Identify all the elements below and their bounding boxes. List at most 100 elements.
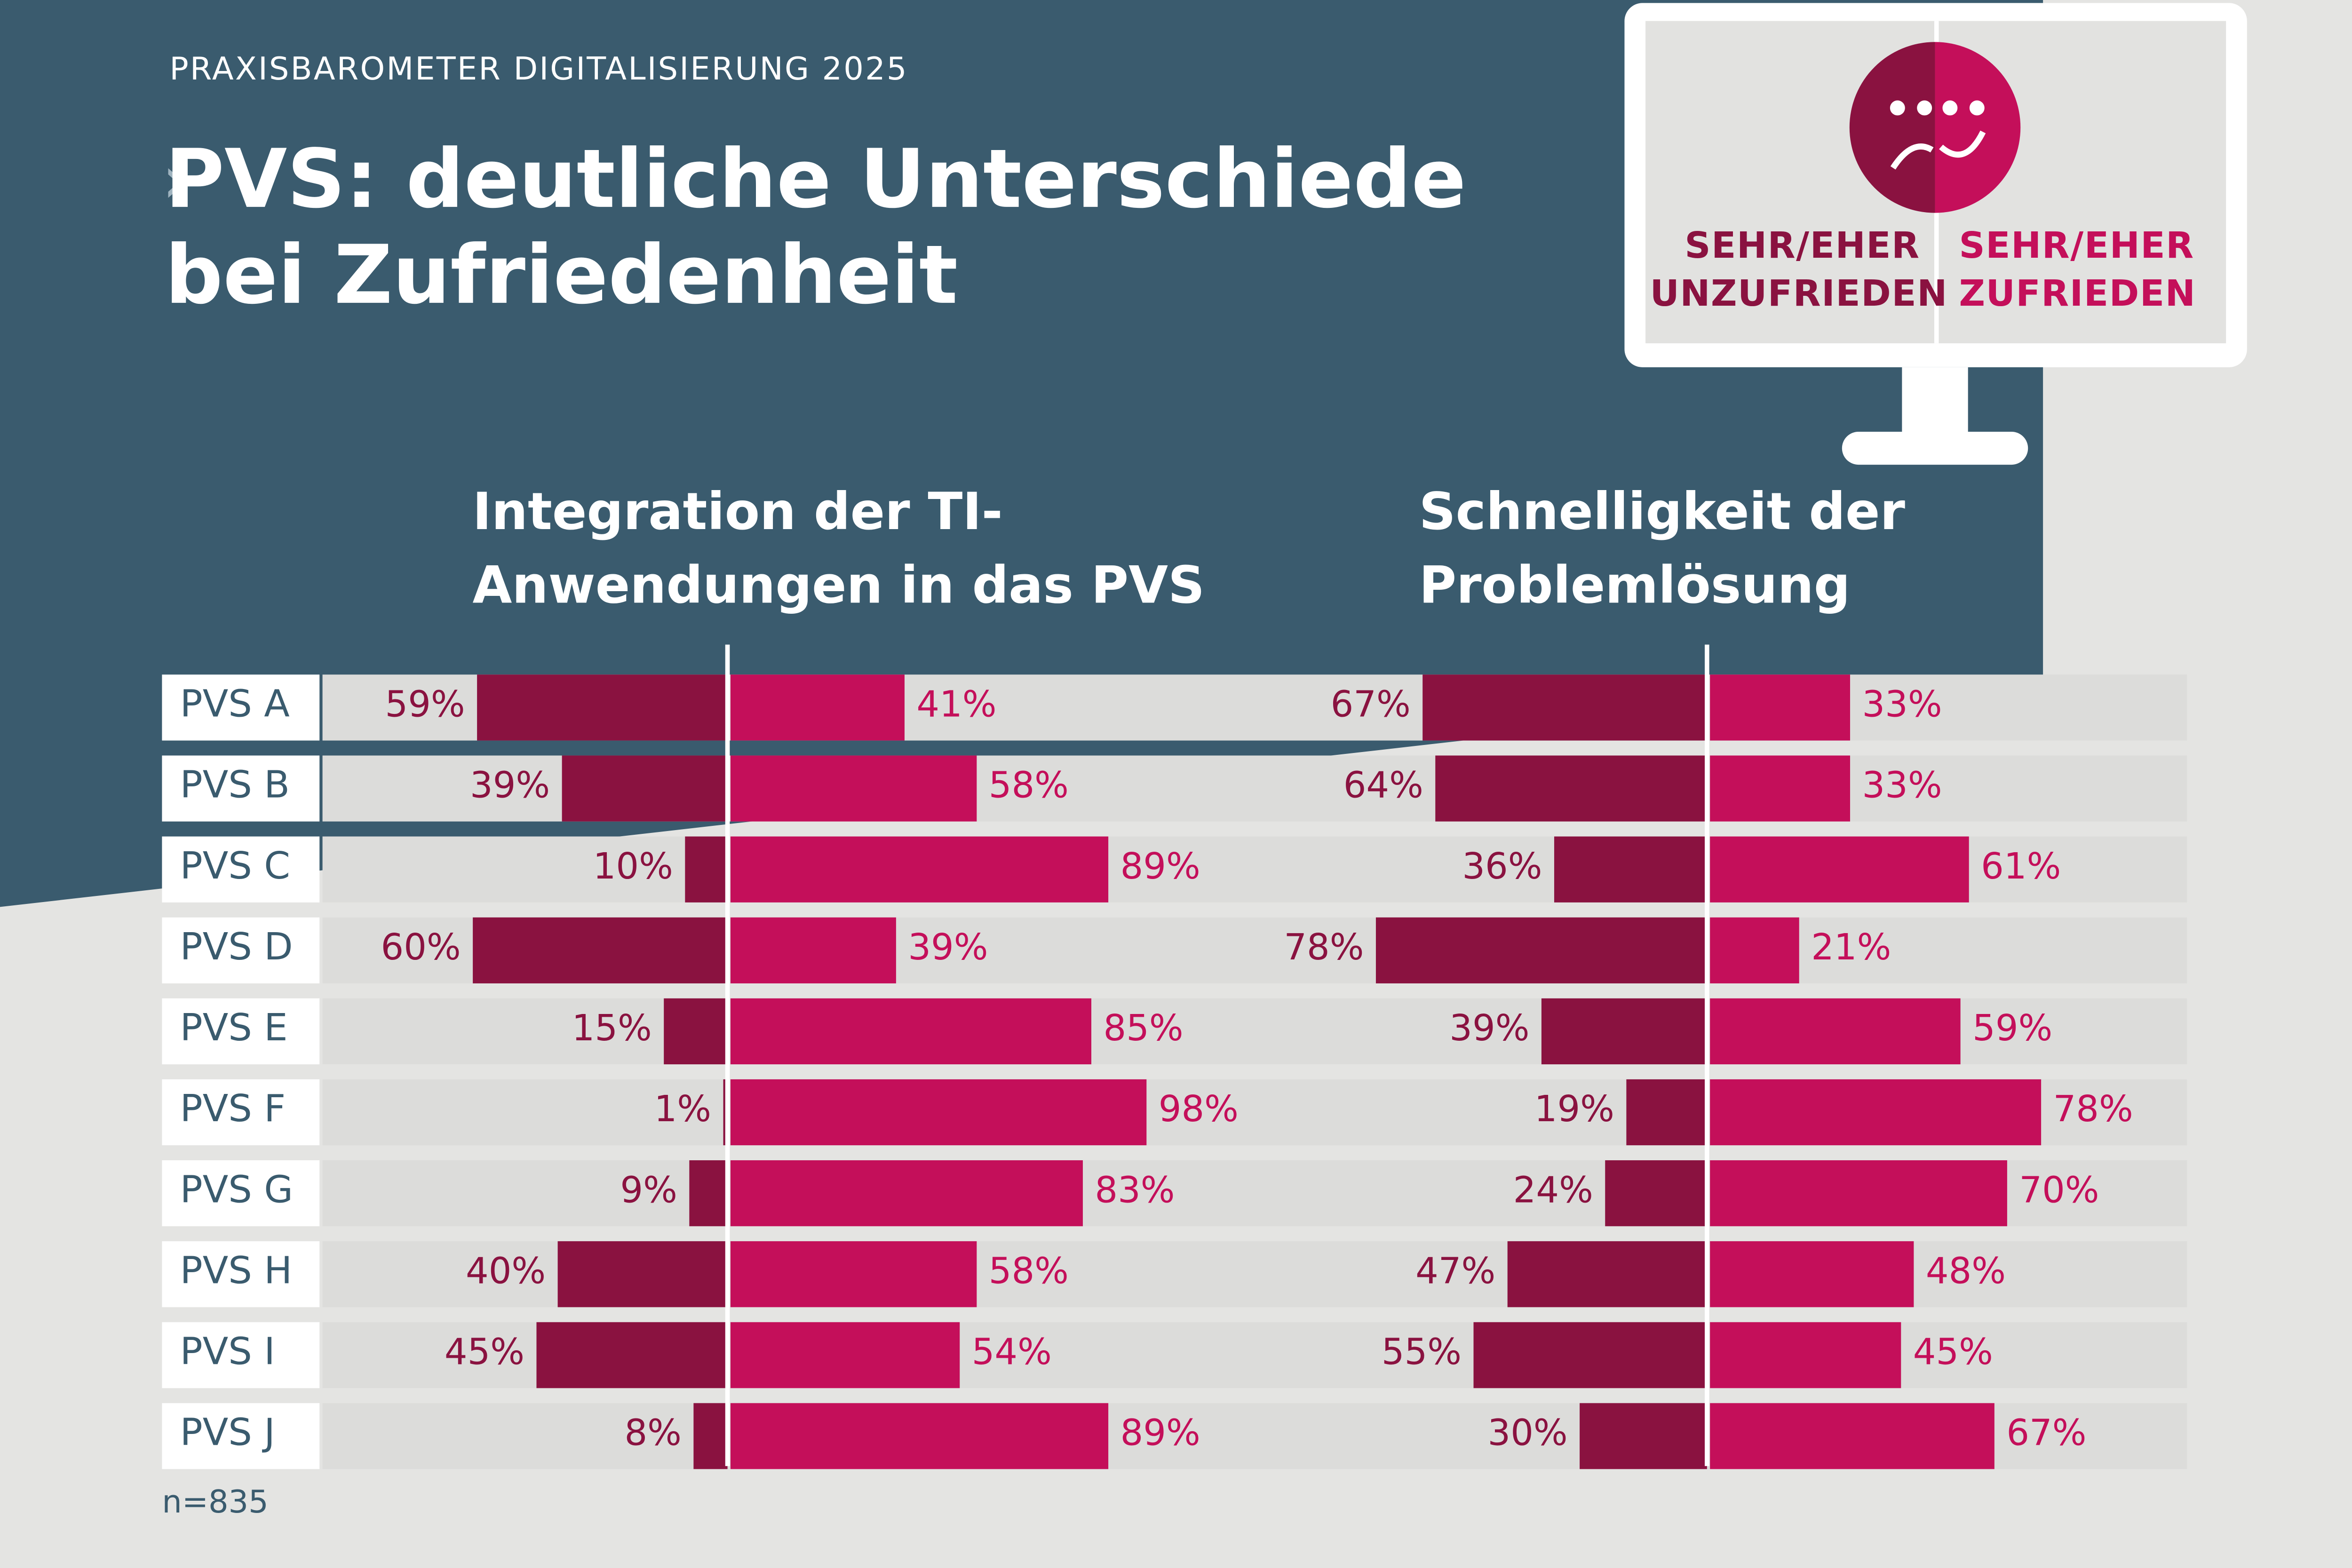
category-label: PVS J [180, 1410, 275, 1454]
category-label: PVS G [180, 1167, 294, 1212]
bar-unsatisfied [1554, 836, 1707, 903]
value-label: 15% [572, 1007, 652, 1050]
value-label: 58% [988, 764, 1069, 807]
bar-satisfied [1710, 1160, 2007, 1227]
bar-unsatisfied [689, 1160, 728, 1227]
value-label: 19% [1534, 1088, 1614, 1131]
bar-satisfied [730, 1322, 960, 1388]
category-cell [162, 674, 320, 741]
bar-satisfied [730, 836, 1109, 903]
value-label: 21% [1811, 926, 1891, 969]
bar-satisfied [730, 1241, 977, 1307]
value-label: 1% [654, 1088, 712, 1131]
bar-satisfied [1710, 674, 1851, 741]
bar-satisfied [730, 755, 977, 822]
value-label: 39% [470, 764, 550, 807]
bar-unsatisfied [1435, 755, 1707, 822]
category-cell [162, 836, 320, 903]
value-label: 58% [988, 1250, 1069, 1292]
category-cell [162, 1160, 320, 1227]
supertitle: PRAXISBAROMETER DIGITALISIERUNG 2025 [169, 51, 908, 87]
bar-satisfied [730, 1079, 1147, 1146]
bar-unsatisfied [557, 1241, 728, 1307]
category-cell [162, 755, 320, 822]
value-label: 67% [1330, 683, 1411, 726]
category-cell [162, 917, 320, 983]
bar-unsatisfied [477, 674, 728, 741]
value-label: 10% [593, 845, 673, 887]
bar-satisfied [730, 998, 1091, 1065]
bar-satisfied [730, 1403, 1109, 1469]
value-label: 54% [971, 1331, 1052, 1373]
category-label: PVS F [180, 1086, 286, 1131]
value-label: 64% [1343, 764, 1423, 807]
panel-title: Integration der TI-Anwendungen in das PV… [472, 483, 1205, 617]
value-label: 47% [1415, 1250, 1496, 1292]
bar-unsatisfied [1375, 917, 1707, 983]
category-label: PVS A [180, 682, 290, 726]
bar-satisfied [1710, 917, 1799, 983]
category-label: PVS B [180, 763, 290, 807]
bar-unsatisfied [562, 755, 728, 822]
value-label: 78% [1284, 926, 1364, 969]
bar-unsatisfied [685, 836, 728, 903]
bar-unsatisfied [1605, 1160, 1707, 1227]
panel-title: Schnelligkeit der Problemlösung [1419, 483, 1906, 617]
value-label: 30% [1487, 1412, 1568, 1454]
category-cell [162, 1079, 320, 1146]
category-label: PVS E [180, 1006, 288, 1050]
value-label: 70% [2019, 1169, 2099, 1212]
value-label: 33% [1862, 764, 1942, 807]
bar-unsatisfied [1422, 674, 1707, 741]
category-label: PVS D [180, 925, 293, 969]
bar-satisfied [1710, 1403, 1994, 1469]
bar-unsatisfied [1507, 1241, 1707, 1307]
value-label: 39% [908, 926, 988, 969]
value-label: 40% [466, 1250, 546, 1292]
bar-unsatisfied [693, 1403, 728, 1469]
category-cell [162, 998, 320, 1065]
category-label: PVS H [180, 1249, 293, 1292]
bar-satisfied [730, 674, 905, 741]
category-cell [162, 1403, 320, 1469]
value-label: 83% [1095, 1169, 1175, 1212]
value-label: 60% [381, 926, 461, 969]
bar-unsatisfied [1580, 1403, 1707, 1469]
bar-satisfied [1710, 1241, 1914, 1307]
category-label: PVS I [180, 1330, 275, 1373]
bar-unsatisfied [1626, 1079, 1707, 1146]
bar-satisfied [1710, 836, 1969, 903]
value-label: 85% [1103, 1007, 1184, 1050]
monitor-icon [1624, 3, 2247, 465]
value-label: 48% [1925, 1250, 2006, 1292]
bar-unsatisfied [536, 1322, 728, 1388]
bar-unsatisfied [1541, 998, 1707, 1065]
value-label: 67% [2006, 1412, 2087, 1454]
value-label: 39% [1449, 1007, 1530, 1050]
category-label: PVS C [180, 844, 290, 887]
bar-satisfied [1710, 1322, 1901, 1388]
category-cell [162, 1322, 320, 1388]
value-label: 41% [916, 683, 997, 726]
legend-entry: SEHR/EHER ZUFRIEDEN [1959, 225, 2196, 316]
value-label: 24% [1513, 1169, 1593, 1212]
value-label: 59% [385, 683, 465, 726]
value-label: 8% [624, 1412, 682, 1454]
value-label: 45% [444, 1331, 524, 1373]
value-label: 55% [1381, 1331, 1462, 1373]
value-label: 78% [2053, 1088, 2133, 1131]
value-label: 61% [1981, 845, 2061, 887]
bar-unsatisfied [473, 917, 728, 983]
value-label: 89% [1120, 1412, 1200, 1454]
category-cell [162, 1241, 320, 1307]
bar-unsatisfied [1473, 1322, 1707, 1388]
value-label: 9% [620, 1169, 677, 1212]
value-label: 45% [1913, 1331, 1993, 1373]
bar-satisfied [1710, 998, 1961, 1065]
value-label: 98% [1158, 1088, 1239, 1131]
bar-satisfied [730, 1160, 1083, 1227]
legend-entry: SEHR/EHER UNZUFRIEDEN [1650, 225, 1948, 316]
value-label: 89% [1120, 845, 1200, 887]
title-chevron: › [162, 142, 189, 219]
